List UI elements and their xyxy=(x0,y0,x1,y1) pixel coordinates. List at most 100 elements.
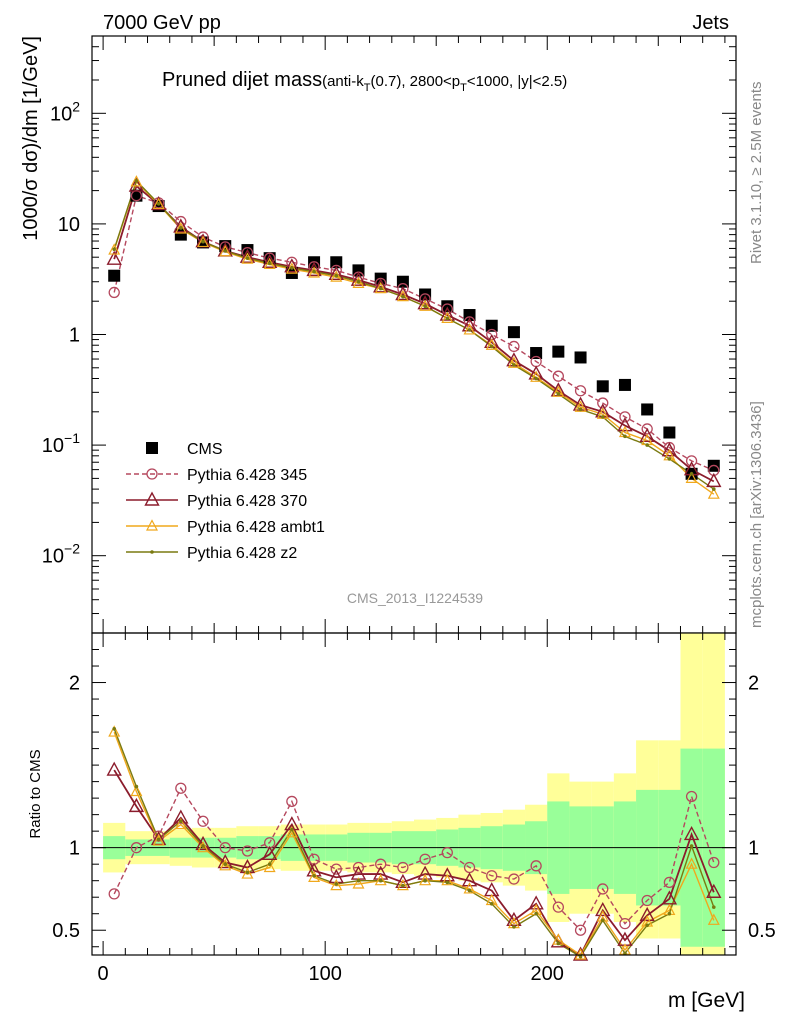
ratio-point-z2 xyxy=(312,873,316,878)
ratio-point-p370 xyxy=(128,797,145,813)
main-point-z2 xyxy=(201,239,205,244)
main-series xyxy=(106,175,722,499)
ratio-line-z2 xyxy=(113,728,715,958)
ratio-point-p345 xyxy=(175,782,187,794)
ratio-ytick-label-right: 1 xyxy=(748,838,759,860)
ratio-point-z2 xyxy=(645,923,649,928)
main-point-ambt1 xyxy=(552,385,565,397)
ratio-ylabel: Ratio to CMS xyxy=(27,749,44,838)
ratio-point-p370 xyxy=(639,906,655,922)
main-point-ambt1 xyxy=(441,311,454,323)
main-point-p370 xyxy=(395,286,411,301)
main-point-z2 xyxy=(112,247,117,252)
main-point-p370 xyxy=(173,218,189,233)
ratio-point-p345 xyxy=(352,861,365,874)
ratio-point-p370 xyxy=(572,946,589,961)
ratio-point-ambt1 xyxy=(396,878,409,891)
ratio-point-z2 xyxy=(245,870,250,875)
ratio-line-p345 xyxy=(113,786,715,932)
main-point-cms xyxy=(663,426,676,439)
ratio-point-ambt1 xyxy=(441,873,454,886)
ratio-series xyxy=(106,725,722,961)
legend-label-p345: Pythia 6.428 345 xyxy=(187,467,307,484)
main-point-p370 xyxy=(350,271,367,286)
main-point-ambt1 xyxy=(130,175,143,187)
ratio-point-ambt1 xyxy=(285,826,298,838)
ratio-xtick-label: 0 xyxy=(98,963,109,985)
ratio-point-p345 xyxy=(486,870,498,882)
ratio-point-ambt1 xyxy=(152,834,165,846)
ratio-point-p345 xyxy=(663,876,676,888)
ratio-ticks: 0.5 0.5 1 1 2 2 0 100 200 xyxy=(52,633,776,985)
mcplots-label: mcplots.cern.ch [arXiv:1306.3436] xyxy=(748,401,765,628)
main-point-z2 xyxy=(667,457,672,461)
ratio-point-p345 xyxy=(108,888,120,900)
ratio-point-z2 xyxy=(267,862,272,866)
ratio-point-ambt1 xyxy=(263,860,276,873)
main-point-p370 xyxy=(239,248,256,263)
ytick-exp: −1 xyxy=(64,430,80,446)
main-point-p370 xyxy=(639,427,655,443)
ratio-point-z2 xyxy=(423,878,427,883)
ytick-exp: −2 xyxy=(64,541,80,557)
main-point-z2 xyxy=(179,226,183,230)
main-point-cms xyxy=(330,256,343,269)
ratio-point-ambt1 xyxy=(174,817,187,830)
main-point-ambt1 xyxy=(352,276,365,288)
main-point-ambt1 xyxy=(308,266,321,278)
ratio-ytick-label: 0.5 xyxy=(52,920,80,942)
main-point-ambt1 xyxy=(174,222,187,234)
main-point-ambt1 xyxy=(396,289,409,302)
ratio-ytick-label-right: 0.5 xyxy=(748,920,776,942)
ratio-point-p370 xyxy=(195,835,211,851)
legend-marker-ambt1 xyxy=(146,519,158,531)
ratio-point-p370 xyxy=(261,845,278,860)
main-point-p370 xyxy=(261,253,278,268)
header-right: Jets xyxy=(692,12,729,34)
ratio-point-z2 xyxy=(378,878,383,883)
ratio-point-p370 xyxy=(528,895,544,910)
legend: CMS Pythia 6.428 345 Pythia 6.428 370 Pythi… xyxy=(126,441,325,562)
main-point-ambt1 xyxy=(219,244,232,257)
main-point-z2 xyxy=(534,376,538,381)
ratio-point-ambt1 xyxy=(374,873,387,886)
main-point-p345 xyxy=(108,286,120,299)
main-point-z2 xyxy=(356,279,361,284)
ratio-point-z2 xyxy=(600,918,605,923)
main-ytick-label: 10−1 xyxy=(42,430,80,457)
main-point-p345 xyxy=(552,370,564,382)
main-point-p370 xyxy=(150,195,167,211)
ratio-point-p345 xyxy=(708,856,720,869)
ratio-point-z2 xyxy=(356,878,361,883)
main-point-p345 xyxy=(508,340,520,353)
ratio-point-p345 xyxy=(130,842,143,854)
main-point-z2 xyxy=(489,344,494,349)
ratio-point-z2 xyxy=(223,862,228,866)
main-point-z2 xyxy=(645,443,649,447)
main-point-cms xyxy=(507,326,520,339)
main-point-p370 xyxy=(373,278,389,293)
main-point-p345 xyxy=(397,282,409,295)
ratio-point-p370 xyxy=(683,825,700,841)
ratio-point-ambt1 xyxy=(219,859,232,871)
main-point-p370 xyxy=(617,417,633,432)
legend-label-cms: CMS xyxy=(187,441,223,458)
main-point-ambt1 xyxy=(285,262,298,274)
main-point-ambt1 xyxy=(152,197,165,210)
main-point-z2 xyxy=(334,273,339,278)
main-ytick-label: 1 xyxy=(69,325,80,347)
main-point-cms xyxy=(441,300,454,313)
header-left: 7000 GeV pp xyxy=(103,12,221,34)
main-point-p345 xyxy=(685,455,698,467)
chart-title: Pruned dijet mass(anti-kT(0.7), 2800<pT<… xyxy=(162,69,567,94)
main-point-p370 xyxy=(128,177,145,192)
main-point-z2 xyxy=(578,407,583,412)
main-point-z2 xyxy=(378,286,383,291)
ratio-point-z2 xyxy=(467,888,472,893)
ratio-point-z2 xyxy=(711,905,716,909)
main-point-z2 xyxy=(423,304,427,309)
ratio-point-z2 xyxy=(334,882,339,886)
main-point-p370 xyxy=(106,250,122,265)
ratio-point-p345 xyxy=(419,853,431,865)
ratio-point-ambt1 xyxy=(108,725,121,737)
